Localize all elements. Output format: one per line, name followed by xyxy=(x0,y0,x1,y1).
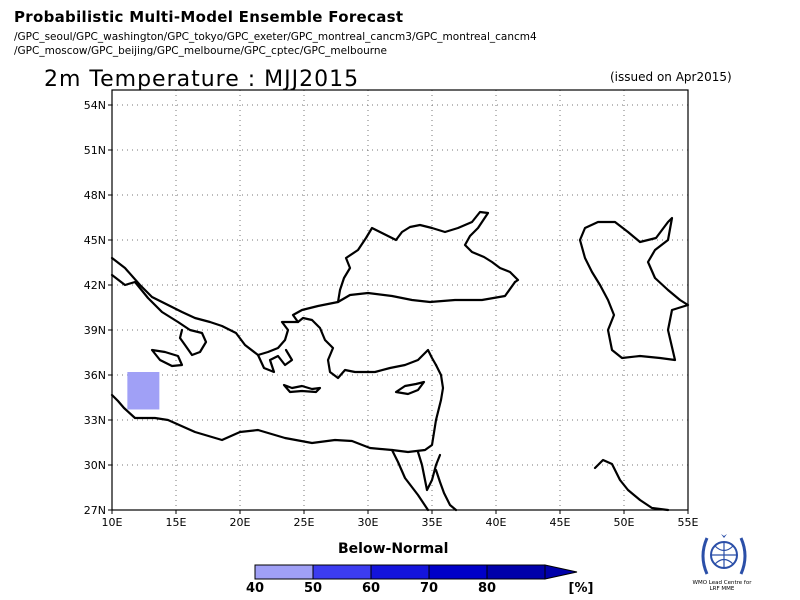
lat-tick-label: 54N xyxy=(84,99,106,112)
lon-tick-label: 15E xyxy=(166,516,187,529)
lon-tick-label: 35E xyxy=(422,516,443,529)
legend-swatch xyxy=(486,564,546,580)
probability-cell xyxy=(127,372,160,410)
lon-tick-label: 45E xyxy=(550,516,571,529)
lat-tick-label: 27N xyxy=(84,504,106,517)
latitude-tick-labels: 54N 51N 48N 45N 42N 39N 36N 33N 30N 27N xyxy=(84,99,112,517)
legend-title: Below-Normal xyxy=(338,541,449,557)
legend-swatch xyxy=(428,564,488,580)
lat-tick-label: 42N xyxy=(84,279,106,292)
lat-tick-label: 36N xyxy=(84,369,106,382)
levant-coastline xyxy=(366,348,438,374)
lat-tick-label: 30N xyxy=(84,459,106,472)
balkans-coastline xyxy=(110,256,300,357)
lat-tick-label: 51N xyxy=(84,144,106,157)
lat-tick-label: 48N xyxy=(84,189,106,202)
north-africa-coastline xyxy=(110,363,445,454)
legend-arrow xyxy=(544,564,578,580)
lon-tick-label: 10E xyxy=(102,516,123,529)
legend-label: 80 xyxy=(478,581,496,596)
logo-caption: WMO Lead Centre for LRF MME xyxy=(692,580,752,592)
lon-tick-label: 55E xyxy=(678,516,699,529)
legend-swatch xyxy=(370,564,430,580)
sicily-coastline xyxy=(150,348,184,368)
red-sea-west-coastline xyxy=(390,448,430,512)
wmo-emblem-icon xyxy=(701,534,747,575)
page-title: Probabilistic Multi-Model Ensemble Forec… xyxy=(14,8,404,26)
legend-swatch xyxy=(312,564,372,580)
caspian-coastline xyxy=(578,216,690,362)
legend-label: 60 xyxy=(362,581,380,596)
issued-note: (issued on Apr2015) xyxy=(610,70,732,84)
lon-tick-label: 50E xyxy=(614,516,635,529)
map-gridlines xyxy=(112,90,688,510)
legend-label: [%] xyxy=(569,581,594,596)
legend-swatch xyxy=(254,564,314,580)
cyprus-coastline xyxy=(394,380,426,396)
map-title: 2m Temperature : MJJ2015 xyxy=(44,67,360,92)
lon-tick-label: 30E xyxy=(358,516,379,529)
longitude-tick-labels: 10E 15E 20E 25E 30E 35E 40E 45E 50E 55E xyxy=(102,510,699,529)
lon-tick-label: 20E xyxy=(230,516,251,529)
legend-label: 50 xyxy=(304,581,322,596)
models-list-line-2: /GPC_moscow/GPC_beijing/GPC_melbourne/GP… xyxy=(14,45,388,57)
lat-tick-label: 39N xyxy=(84,324,106,337)
arabia-west-coastline xyxy=(434,468,458,512)
gulf-coastline xyxy=(593,458,670,512)
legend-colorbar: 40 50 60 70 80 [%] xyxy=(246,564,594,596)
lat-tick-label: 45N xyxy=(84,234,106,247)
italy-coastline xyxy=(110,273,208,357)
greece-coastline xyxy=(256,348,294,374)
map-frame xyxy=(111,89,689,511)
anatolia-coastline xyxy=(291,280,517,380)
lat-tick-label: 33N xyxy=(84,414,106,427)
lon-tick-label: 40E xyxy=(486,516,507,529)
lon-tick-label: 25E xyxy=(294,516,315,529)
legend-label: 40 xyxy=(246,581,264,596)
models-list-line-1: /GPC_seoul/GPC_washington/GPC_tokyo/GPC_… xyxy=(14,31,537,43)
crete-coastline xyxy=(282,383,322,394)
black-sea-coastline xyxy=(336,210,520,304)
coastlines xyxy=(110,210,690,512)
probability-cells xyxy=(127,372,160,410)
sinai-coastline xyxy=(416,450,442,492)
legend-label: 70 xyxy=(420,581,438,596)
